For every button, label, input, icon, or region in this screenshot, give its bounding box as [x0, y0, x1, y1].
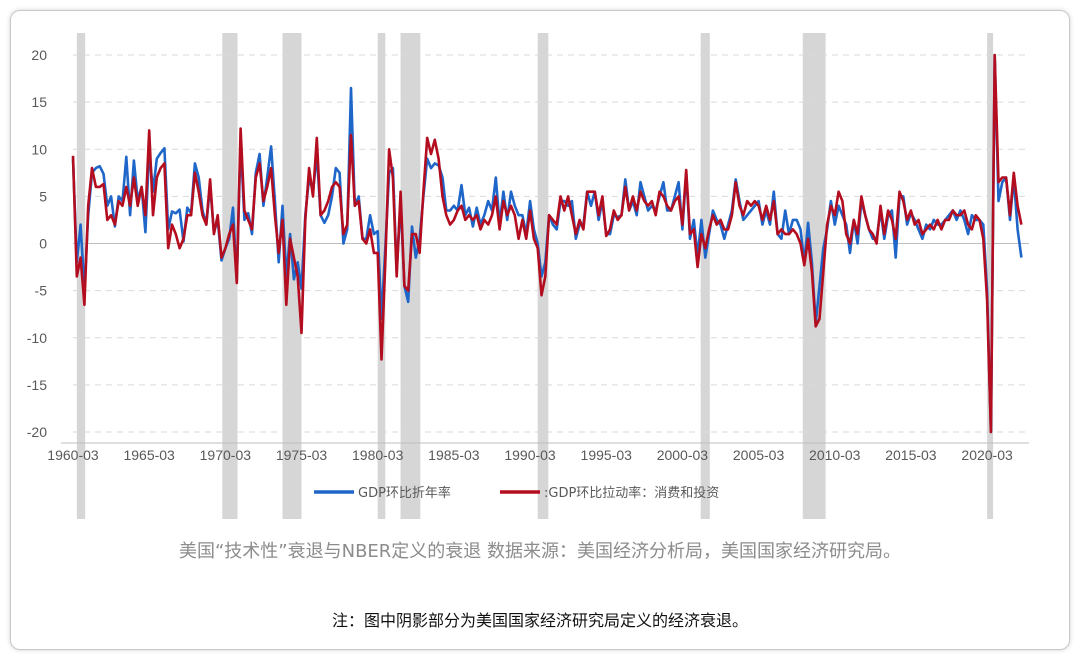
recession-band: [222, 33, 238, 519]
y-tick-label: -5: [35, 283, 48, 299]
y-axis: 20 15 10 5 0 -5 -10 -15 -20: [27, 47, 47, 440]
figure-card: 20 15 10 5 0 -5 -10 -15 -20 1960-03 1965-03 1970-0…: [10, 10, 1070, 650]
x-tick-label: 1975-03: [276, 447, 328, 463]
chart: 20 15 10 5 0 -5 -10 -15 -20 1960-03 1965-03 1970-0…: [27, 33, 1029, 519]
legend: GDP环比折年率 :GDP环比拉动率：消费和投资: [314, 485, 719, 501]
grid-lines: [61, 54, 1029, 444]
y-tick-label: 5: [39, 188, 47, 204]
legend-label-1: GDP环比折年率: [358, 485, 451, 501]
recession-band: [537, 33, 549, 519]
y-tick-label: 10: [31, 141, 47, 157]
y-tick-label: -15: [27, 377, 47, 393]
x-tick-label: 1970-03: [200, 447, 252, 463]
series-line-2: [71, 53, 1023, 434]
recession-band: [282, 33, 302, 519]
y-tick-label: 20: [31, 47, 47, 63]
x-tick-label: 2015-03: [885, 447, 937, 463]
x-tick-label: 2005-03: [733, 447, 785, 463]
series-lines: [71, 53, 1023, 434]
recession-band: [987, 33, 994, 519]
chart-caption: 美国“技术性”衰退与NBER定义的衰退 数据来源：美国经济分析局，美国国家经济研…: [178, 541, 902, 562]
x-tick-label: 1960-03: [47, 447, 99, 463]
x-tick-label: 2020-03: [961, 447, 1013, 463]
recession-band: [802, 33, 826, 519]
x-tick-label: 1965-03: [123, 447, 175, 463]
recession-band: [377, 33, 386, 519]
x-tick-label: 2000-03: [657, 447, 709, 463]
legend-label-2: :GDP环比拉动率：消费和投资: [544, 485, 719, 501]
chart-note: 注：图中阴影部分为美国国家经济研究局定义的经济衰退。: [331, 611, 748, 630]
y-tick-label: 15: [31, 94, 47, 110]
y-tick-label: -20: [27, 424, 47, 440]
recession-band: [700, 33, 710, 519]
x-axis: 1960-03 1965-03 1970-03 1975-03 1980-03 1985-…: [47, 447, 1013, 463]
recession-shading: [76, 33, 994, 519]
x-tick-label: 1985-03: [428, 447, 480, 463]
x-tick-label: 2010-03: [809, 447, 861, 463]
y-tick-label: 0: [39, 236, 47, 252]
x-tick-label: 1980-03: [352, 447, 404, 463]
y-tick-label: -10: [27, 330, 47, 346]
x-tick-label: 1990-03: [504, 447, 556, 463]
x-tick-label: 1995-03: [581, 447, 633, 463]
